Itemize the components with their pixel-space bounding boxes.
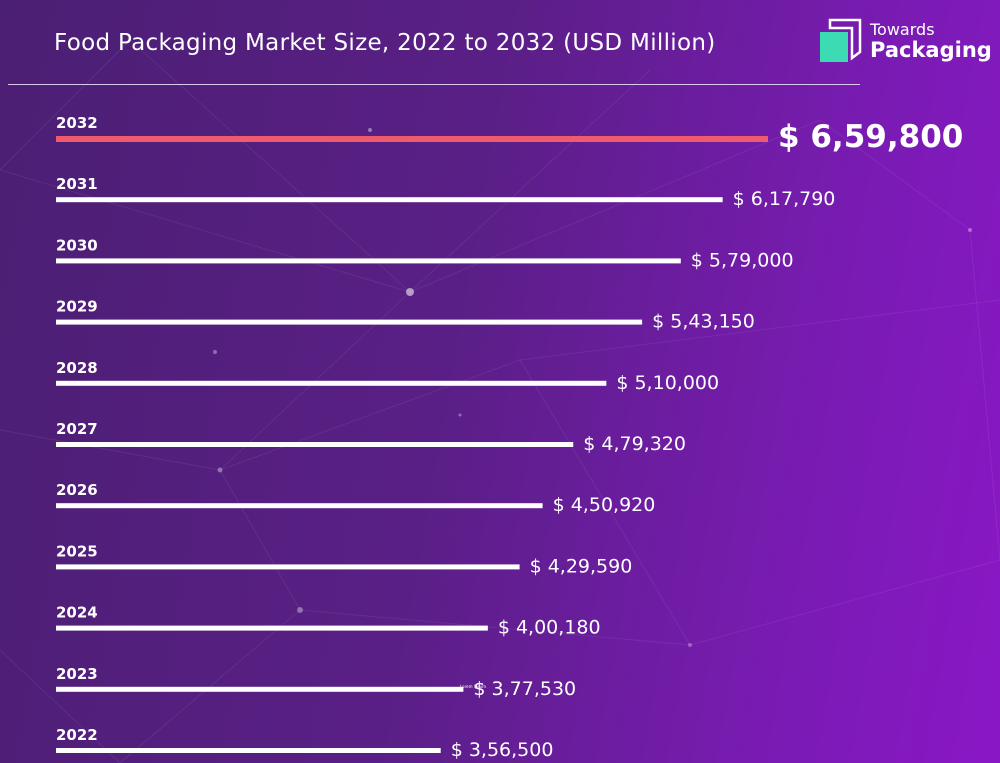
year-label-2032: 2032 <box>56 114 98 132</box>
year-label-2024: 2024 <box>56 604 98 622</box>
year-label-2028: 2028 <box>56 359 98 377</box>
value-label-2032: $ 6,59,800 <box>778 119 963 155</box>
logo-mark-icon <box>820 18 862 62</box>
value-label-2028: $ 5,10,000 <box>616 372 719 394</box>
year-label-2031: 2031 <box>56 175 98 193</box>
year-label-2026: 2026 <box>56 481 98 499</box>
year-label-2027: 2027 <box>56 420 98 438</box>
value-label-2023: $ 3,77,530 <box>473 678 576 700</box>
logo-text-top: Towards <box>870 20 935 39</box>
bar-2022 <box>56 748 441 753</box>
value-label-2029: $ 5,43,150 <box>652 311 755 333</box>
value-label-2030: $ 5,79,000 <box>691 249 794 271</box>
bar-2024 <box>56 625 488 631</box>
value-label-2031: $ 6,17,790 <box>733 188 836 210</box>
bar-2025 <box>56 564 520 570</box>
bar-2027 <box>56 442 574 447</box>
bar-2023 <box>56 686 464 692</box>
bar-2029 <box>56 319 643 325</box>
value-label-2022: $ 3,56,500 <box>451 739 554 761</box>
bar-2032 <box>56 136 768 142</box>
chart-title: Food Packaging Market Size, 2022 to 2032… <box>54 30 716 56</box>
bar-2031 <box>56 197 723 203</box>
bar-2026 <box>56 503 543 509</box>
value-label-2027: $ 4,79,320 <box>583 433 686 455</box>
company-logo: Towards Packaging <box>818 18 992 68</box>
year-label-2022: 2022 <box>56 726 98 744</box>
title-divider <box>8 84 860 85</box>
year-label-2029: 2029 <box>56 298 98 316</box>
year-label-2030: 2030 <box>56 236 98 254</box>
watermark-text: Lorem Ipsum <box>460 684 487 689</box>
value-label-2025: $ 4,29,590 <box>530 555 633 577</box>
value-label-2024: $ 4,00,180 <box>498 617 601 639</box>
bar-2028 <box>56 380 607 386</box>
year-label-2025: 2025 <box>56 542 98 560</box>
bar-2030 <box>56 258 681 264</box>
value-label-2026: $ 4,50,920 <box>553 494 656 516</box>
year-label-2023: 2023 <box>56 665 98 683</box>
logo-text-bottom: Packaging <box>870 38 992 62</box>
